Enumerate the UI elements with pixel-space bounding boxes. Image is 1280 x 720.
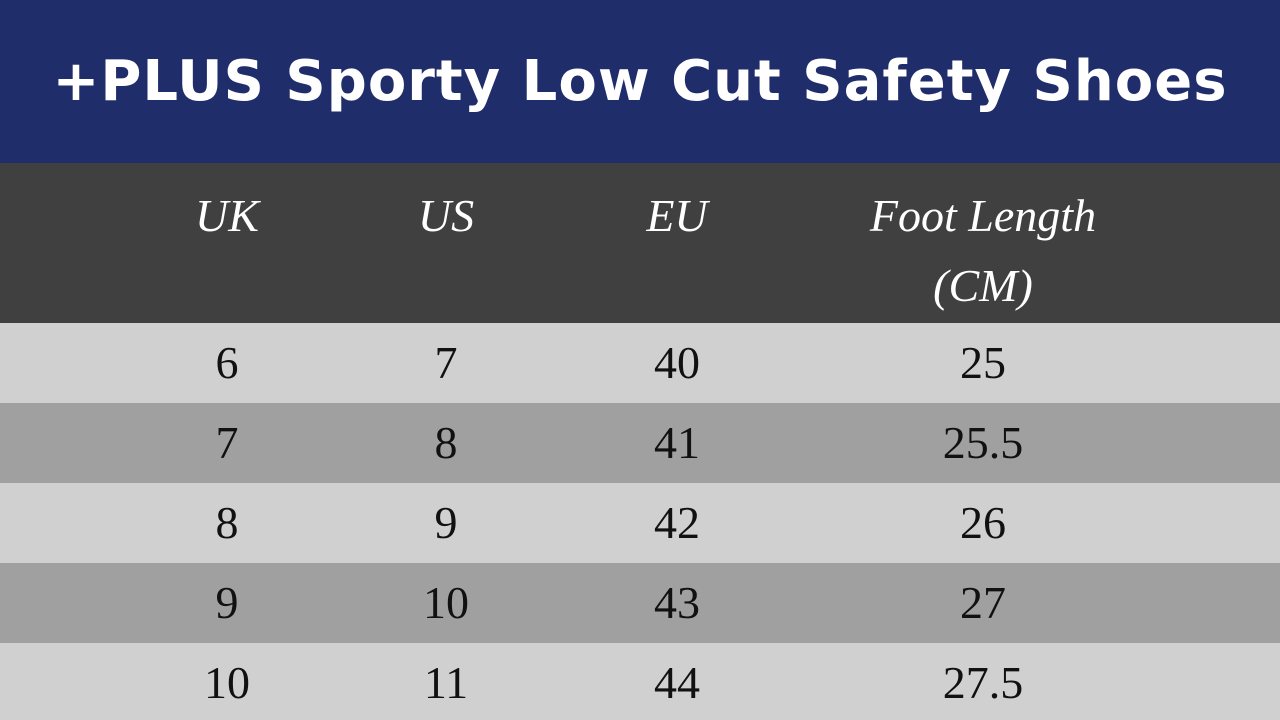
table-cell: 43 [654,577,700,628]
table-row: 7 8 41 25.5 [0,403,1280,483]
column-header: Foot Length (CM) [869,190,1097,311]
table-cell: 25.5 [942,417,1024,468]
table-row: 8 9 42 26 [0,483,1280,563]
title-band: +PLUS Sporty Low Cut Safety Shoes [0,0,1280,163]
table-row: 9 10 43 27 [0,563,1280,643]
table-cell: 8 [434,417,458,468]
table-cell: 7 [434,337,458,388]
table-cell: 8 [215,497,239,548]
column-header: EU [646,190,708,241]
table-row: 10 11 44 27.5 [0,643,1280,720]
table-cell: 10 [204,657,250,708]
column-header: UK [195,190,259,241]
table-cell: 6 [215,337,239,388]
table-cell: 11 [423,657,469,708]
table-cell: 9 [434,497,458,548]
table-cell: 9 [215,577,239,628]
table-cell: 41 [654,417,700,468]
table-cell: 40 [654,337,700,388]
table-cell: 25 [960,337,1006,388]
table-cell: 27 [960,577,1006,628]
title: +PLUS Sporty Low Cut Safety Shoes [52,49,1228,114]
table-row: 6 7 40 25 [0,323,1280,403]
table-cell: 42 [654,497,700,548]
table-cell: 44 [654,657,700,708]
table-cell: 27.5 [942,657,1024,708]
table-cell: 10 [423,577,469,628]
header-row: UK US EU Foot Length (CM) [0,163,1280,323]
table-cell: 7 [215,417,239,468]
column-header: US [417,190,475,241]
table-cell: 26 [960,497,1006,548]
